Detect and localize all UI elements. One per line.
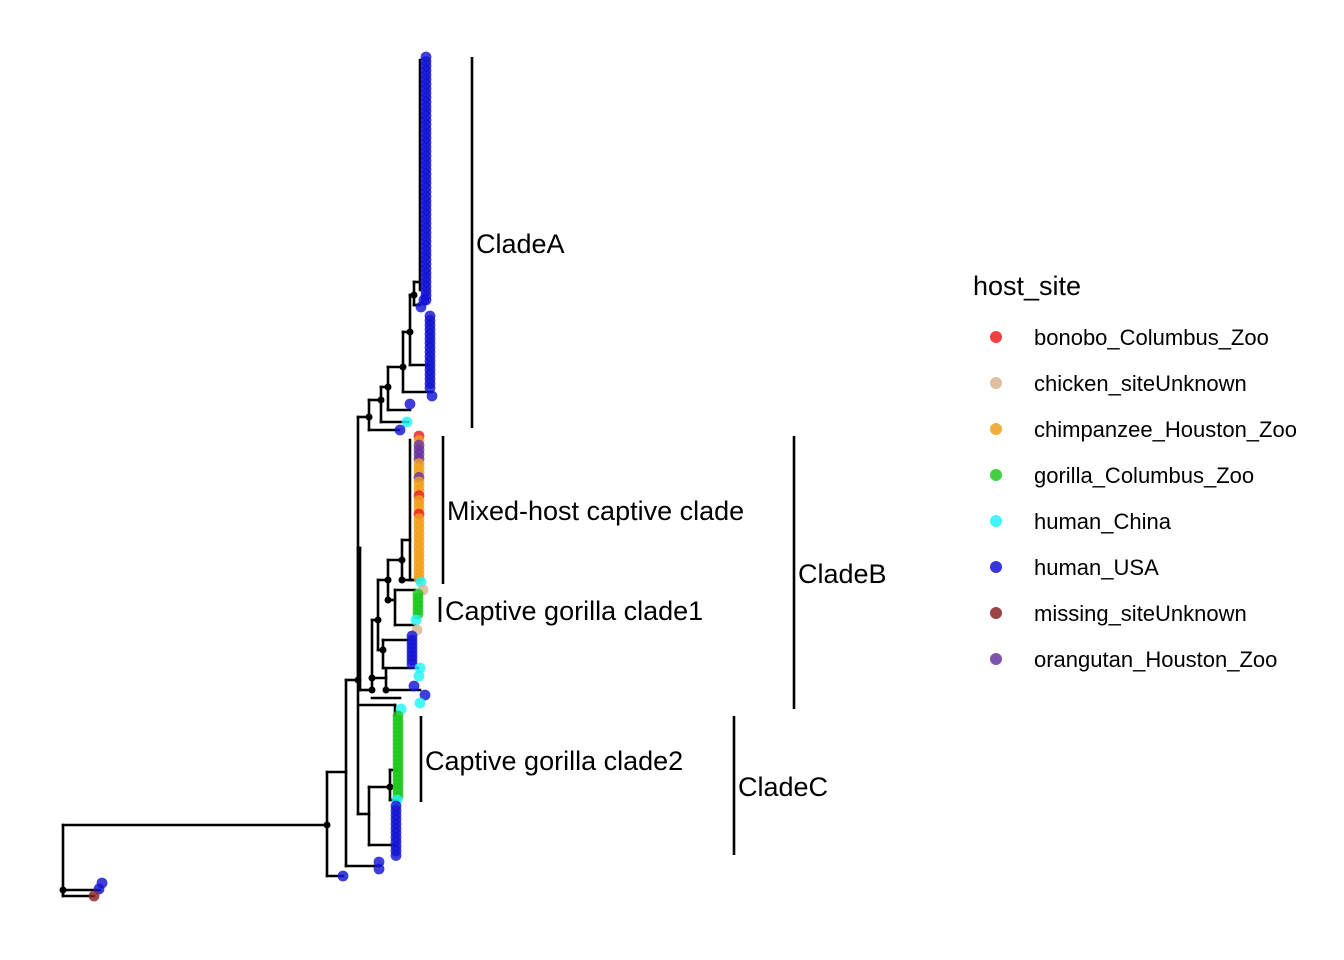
tip-point (390, 850, 402, 861)
node-point (379, 646, 387, 654)
clade-a-label: CladeA (476, 229, 565, 259)
node-point (374, 616, 382, 624)
node-point (399, 363, 407, 371)
legend-title: host_site (973, 271, 1081, 301)
node-point (410, 291, 418, 299)
mixed-host-clade-label: Mixed-host captive clade (447, 496, 744, 526)
node-point (386, 783, 394, 791)
legend-label-4: human_China (1034, 509, 1172, 534)
node-point (368, 674, 376, 682)
node-point (384, 383, 392, 391)
legend-key-5 (990, 561, 1002, 573)
tip-point (415, 301, 427, 313)
internal-nodes (59, 291, 418, 894)
node-point (354, 676, 362, 684)
tip-point (88, 890, 100, 902)
node-point (406, 328, 414, 336)
legend-key-0 (990, 331, 1002, 343)
tip-point (401, 416, 413, 428)
node-point (323, 821, 331, 829)
tip-point (414, 697, 426, 709)
tip-point (426, 390, 438, 402)
legend-label-6: missing_siteUnknown (1034, 601, 1247, 626)
legend-label-0: bonobo_Columbus_Zoo (1034, 325, 1269, 350)
node-point (377, 396, 385, 404)
tip-point (410, 614, 422, 626)
clade-c-label: CladeC (738, 772, 828, 802)
tree-tips (88, 51, 438, 902)
legend-label-2: chimpanzee_Houston_Zoo (1034, 417, 1297, 442)
tip-point (413, 670, 425, 682)
tip-point (394, 424, 406, 436)
legend-label-7: orangutan_Houston_Zoo (1034, 647, 1277, 672)
node-point (398, 556, 406, 564)
clade-labels: CladeA Mixed-host captive clade Captive … (425, 229, 887, 802)
node-point (59, 886, 67, 894)
node-point (398, 576, 406, 584)
tip-point (408, 680, 420, 692)
node-point (384, 576, 392, 584)
tree-branches (61, 58, 434, 898)
legend-label-1: chicken_siteUnknown (1034, 371, 1247, 396)
legend-key-4 (990, 515, 1002, 527)
tip-point (414, 662, 426, 674)
legend-label-5: human_USA (1034, 555, 1159, 580)
legend-label-3: gorilla_Columbus_Zoo (1034, 463, 1254, 488)
legend-key-7 (990, 653, 1002, 665)
tip-point (337, 870, 349, 882)
legend-key-6 (990, 607, 1002, 619)
node-point (384, 596, 392, 604)
clade-b-label: CladeB (798, 559, 887, 589)
legend-key-2 (990, 423, 1002, 435)
legend-key-1 (990, 377, 1002, 389)
tip-point (404, 398, 416, 410)
node-point (365, 413, 373, 421)
tip-point (419, 689, 431, 701)
tip-point (373, 863, 385, 875)
captive-gorilla-clade1-label: Captive gorilla clade1 (445, 596, 703, 626)
legend-key-3 (990, 469, 1002, 481)
legend-items: bonobo_Columbus_Zoo chicken_siteUnknownch… (990, 325, 1297, 672)
node-point (368, 686, 376, 694)
legend: host_site bonobo_Columbus_Zoo chicken_sit… (973, 271, 1297, 672)
node-point (382, 686, 390, 694)
captive-gorilla-clade2-label: Captive gorilla clade2 (425, 746, 683, 776)
tip-point (406, 658, 418, 670)
clade-bars (419, 57, 796, 855)
